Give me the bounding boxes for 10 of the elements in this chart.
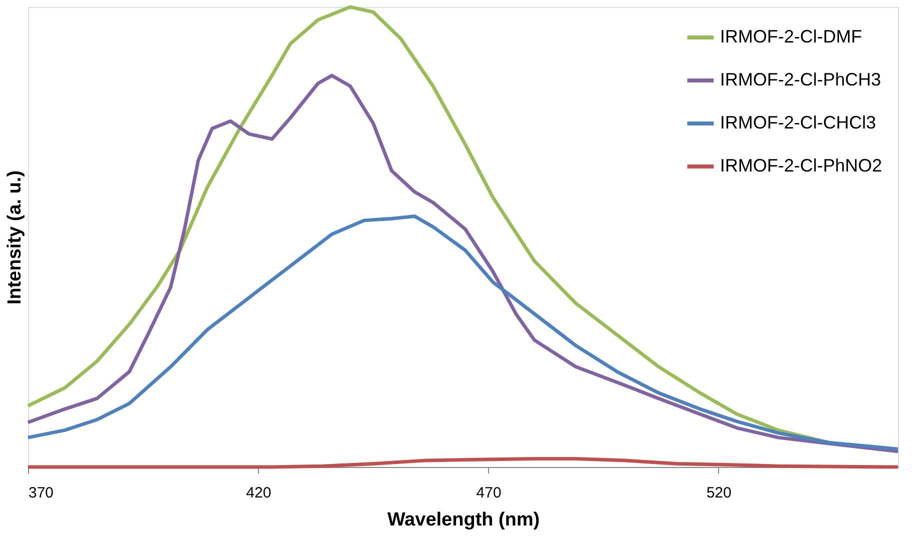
legend-label: IRMOF-2-Cl-CHCl3 bbox=[720, 112, 876, 132]
y-axis-title: Intensity (a. u.) bbox=[4, 170, 26, 305]
x-tick-label: 470 bbox=[476, 484, 502, 502]
x-axis-title: Wavelength (nm) bbox=[387, 510, 540, 530]
x-tick-label: 370 bbox=[28, 484, 54, 502]
x-tick-label: 520 bbox=[706, 484, 732, 502]
legend-label: IRMOF-2-Cl-PhCH3 bbox=[720, 70, 882, 90]
x-tick-label: 420 bbox=[246, 484, 272, 502]
legend-label: IRMOF-2-Cl-PhNO2 bbox=[720, 156, 882, 176]
legend-label: IRMOF-2-Cl-DMF bbox=[720, 26, 862, 46]
